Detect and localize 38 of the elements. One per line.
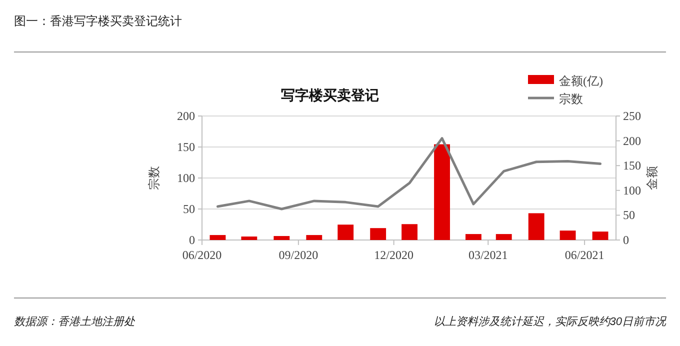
bar	[592, 232, 608, 240]
bar	[274, 236, 290, 240]
x-tick-label: 12/2020	[374, 248, 414, 262]
x-tick-label: 03/2021	[468, 248, 508, 262]
bar	[241, 236, 258, 240]
bar	[306, 235, 322, 240]
y-tick-label: 150	[177, 140, 195, 154]
x-tick-label: 09/2020	[278, 248, 318, 262]
bar	[402, 224, 418, 240]
y-tick-label: 200	[177, 109, 195, 123]
bar	[370, 228, 386, 240]
legend-label: 金额(亿)	[559, 74, 603, 88]
title: 图一：香港写字楼买卖登记统计	[14, 14, 182, 28]
bar	[560, 230, 576, 240]
y-tick-label: 0	[189, 233, 195, 247]
text: 以上资料涉及统计延迟，实际反映约30日前市况	[434, 315, 667, 328]
chart-subtitle: 写字楼买卖登记	[281, 87, 379, 104]
legend-label: 宗数	[559, 92, 583, 106]
text: 数据源：香港土地注册处	[14, 315, 136, 328]
y2-tick-label: 50	[623, 208, 635, 222]
y2-tick-label: 100	[623, 183, 641, 198]
y-tick-label: 50	[183, 202, 195, 216]
x-tick-label: 06/2021	[564, 248, 604, 262]
bar	[465, 234, 482, 240]
bar	[496, 234, 512, 240]
bar	[434, 144, 450, 240]
y2-tick-label: 200	[623, 134, 641, 148]
bar	[210, 235, 226, 240]
line-series	[216, 137, 602, 210]
y2-tick-label: 150	[623, 158, 641, 173]
bar	[338, 224, 354, 240]
y2-tick-label: 0	[623, 233, 629, 247]
y2-axis-title: 金额	[645, 166, 659, 190]
y-tick-label: 100	[177, 171, 195, 185]
x-tick-label: 06/2020	[182, 248, 222, 262]
y-axis-title: 宗数	[147, 166, 161, 190]
y2-tick-label: 250	[623, 109, 641, 123]
bar	[528, 213, 544, 240]
